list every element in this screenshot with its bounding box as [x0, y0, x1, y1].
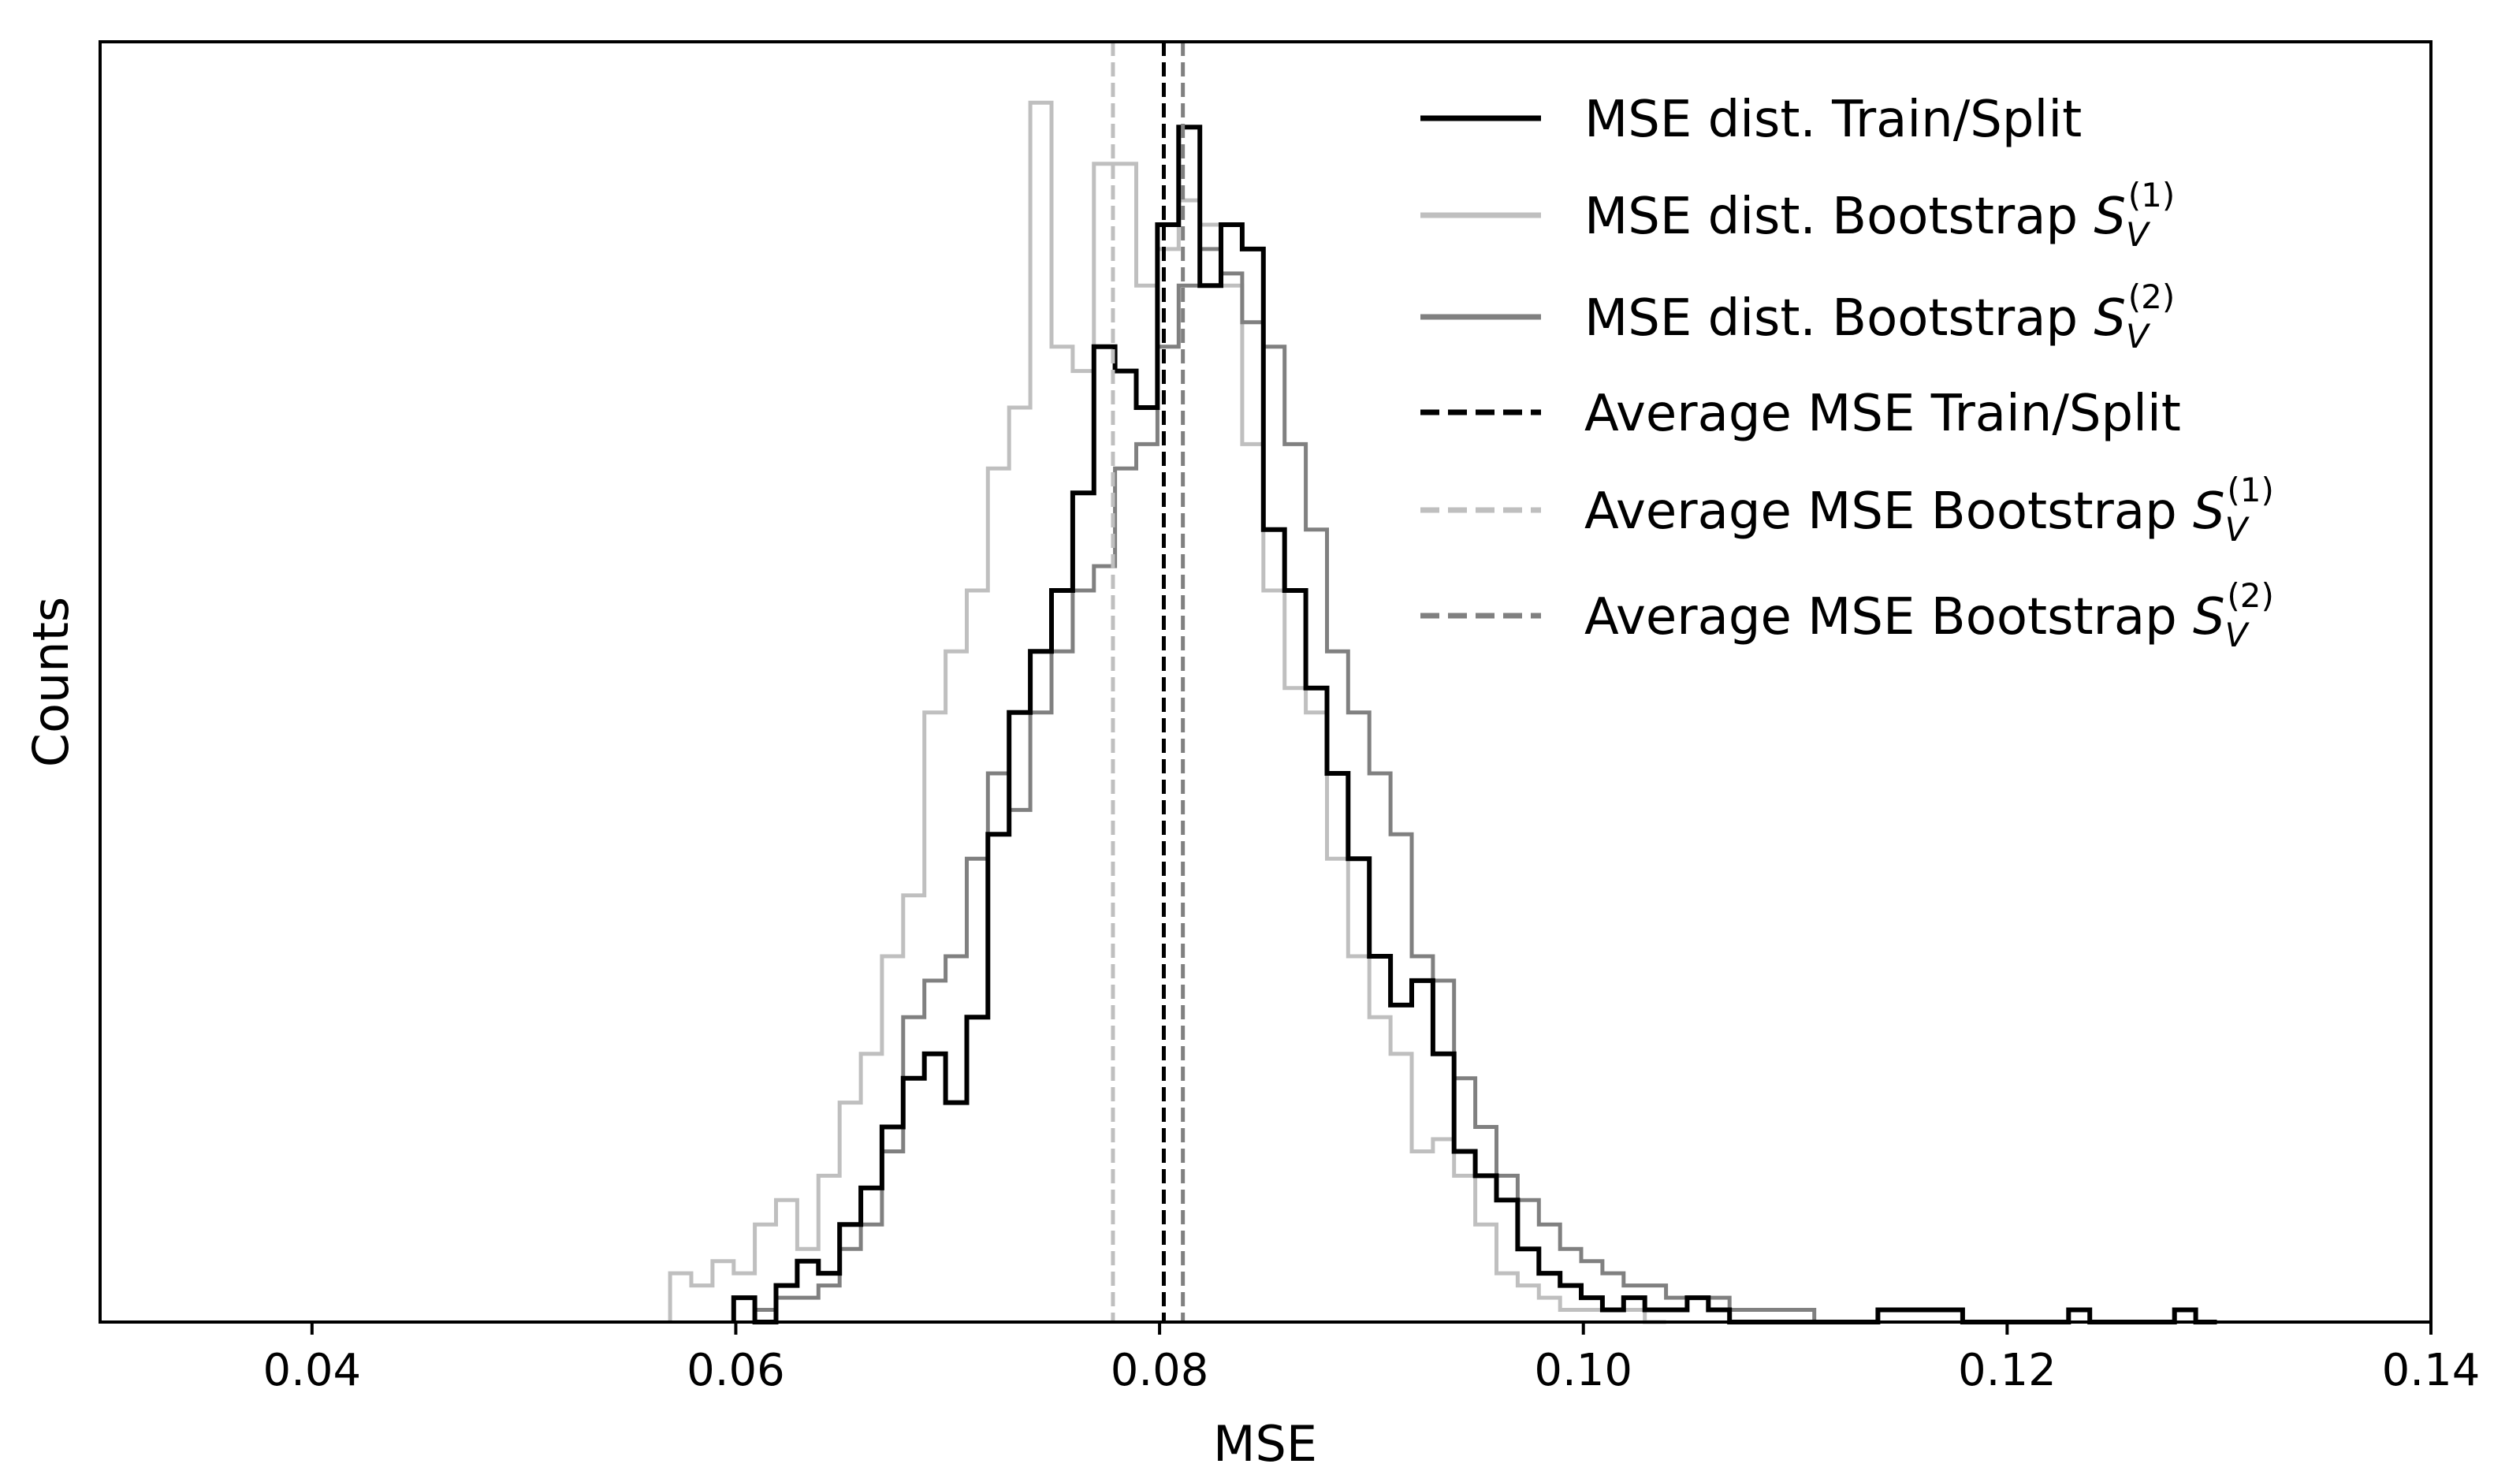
x-tick-label: 0.12: [1958, 1345, 2057, 1396]
legend-label: MSE dist. Bootstrap SV(1): [1584, 176, 2175, 254]
histogram-series-mse-dist-train-split: [731, 125, 2217, 1324]
x-tick-label: 0.10: [1534, 1345, 1632, 1396]
legend-label: Average MSE Bootstrap SV(1): [1584, 471, 2274, 549]
legend-item-average-mse-train-split: Average MSE Train/Split: [1420, 385, 2181, 443]
plot-area: [668, 42, 2217, 1324]
legend-item-mse-dist-train-split: MSE dist. Train/Split: [1420, 91, 2082, 149]
legend-label: Average MSE Train/Split: [1584, 385, 2181, 443]
legend-label: Average MSE Bootstrap SV(2): [1584, 576, 2274, 654]
legend-item-average-mse-bootstrap-s-v-2: Average MSE Bootstrap SV(2): [1420, 576, 2274, 654]
x-tick-label: 0.08: [1111, 1345, 1209, 1396]
legend: MSE dist. Train/Split MSE dist. Bootstrap…: [1420, 91, 2274, 654]
x-tick-label: 0.06: [687, 1345, 785, 1396]
axes-frame: [99, 40, 2433, 1324]
legend-label: MSE dist. Bootstrap SV(2): [1584, 277, 2175, 356]
legend-item-mse-dist-bootstrap-s-v-1: MSE dist. Bootstrap SV(1): [1420, 176, 2175, 254]
legend-item-mse-dist-bootstrap-s-v-2: MSE dist. Bootstrap SV(2): [1420, 277, 2175, 356]
x-tick-label: 0.14: [2382, 1345, 2481, 1396]
legend-label: MSE dist. Train/Split: [1584, 91, 2082, 149]
x-axis: 0.04 0.06 0.08 0.10 0.12 0.14: [262, 1322, 2480, 1396]
histogram-series-mse-dist-bootstrap-s-v-1: [668, 100, 1666, 1324]
y-axis-label: Counts: [22, 597, 80, 767]
legend-item-average-mse-bootstrap-s-v-1: Average MSE Bootstrap SV(1): [1420, 471, 2274, 549]
x-axis-label: MSE: [1213, 1415, 1317, 1473]
x-tick-label: 0.04: [262, 1345, 361, 1396]
